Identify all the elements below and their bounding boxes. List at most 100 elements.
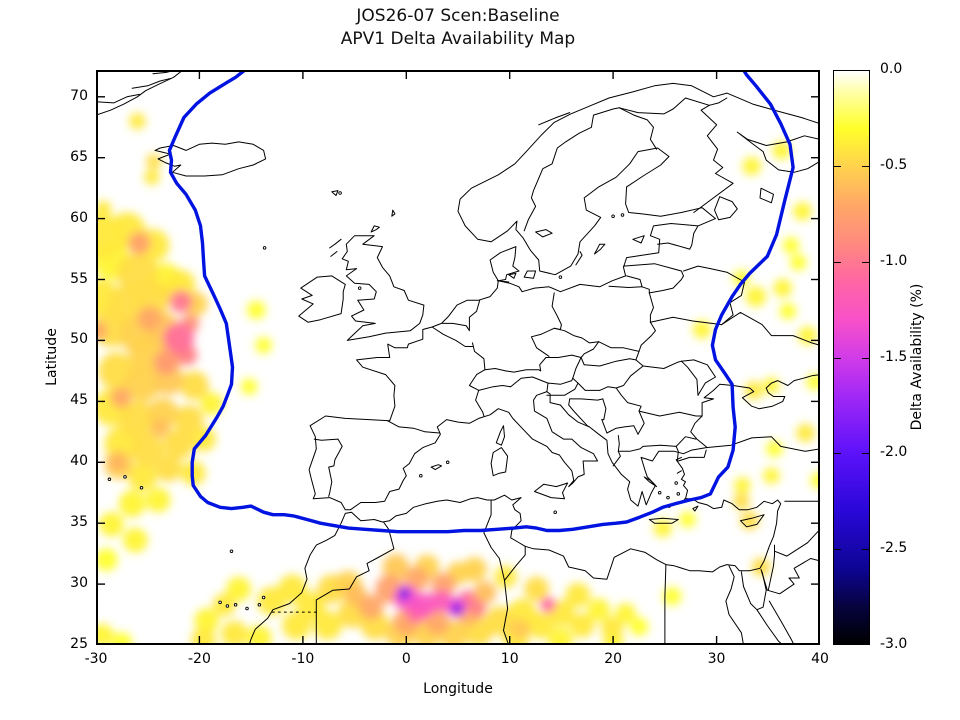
colorbar-tick-label: -3.0 [880,636,908,652]
y-tick-label: 55 [70,270,88,287]
availability-hotspot [200,392,224,416]
availability-hotspot [108,453,127,472]
availability-hotspot [615,603,636,624]
availability-hotspot [733,493,750,510]
basemap-border-de-dk [496,280,510,283]
basemap-lesbos [676,470,682,474]
y-tick-label: 35 [70,514,88,531]
island-speck [229,549,234,553]
colorbar-tick-mark [833,549,841,551]
availability-hotspot [763,377,780,394]
availability-hotspot [509,618,531,640]
basemap-border-tr-sy [784,500,820,503]
basemap-border-at-si [547,377,574,385]
availability-hotspot [565,582,591,608]
availability-hotspot [806,373,820,391]
island-speck [261,595,266,600]
basemap-border-nl-de [468,299,481,330]
availability-hotspot [99,512,124,537]
availability-hotspot [194,608,220,633]
availability-hotspot [766,440,783,458]
island-speck [676,492,681,496]
basemap-border-il-jo [767,544,775,591]
availability-hotspot [278,574,307,604]
availability-hotspot [247,625,272,645]
availability-hotspot [790,254,807,271]
basemap-border-at-cz [545,354,582,358]
map-plot-area [96,70,820,645]
basemap-border-lt-ru [626,275,643,288]
colorbar-tick-mark [862,261,870,263]
basemap-border-ly-eg [664,564,667,645]
colorbar-tick-mark [833,357,841,359]
availability-hotspot [773,278,793,298]
basemap-lofoten [538,112,571,126]
island-speck [553,510,557,514]
y-tick-label: 65 [70,148,88,165]
basemap-border-me-al [601,419,608,434]
availability-hotspot [600,616,624,640]
island-speck [357,286,362,290]
basemap-marmara-south [677,449,707,462]
availability-hotspot [662,587,682,606]
chart-title: JOS26-07 Scen:Baseline APV1 Delta Availa… [96,5,820,51]
basemap-border-pt-es [313,438,343,497]
availability-hotspot [540,597,556,613]
availability-hotspot [110,387,132,409]
basemap-border-md-ua [680,359,716,396]
x-tick-label: 30 [707,651,726,667]
basemap-funen [508,272,517,279]
basemap-border-fr-be [431,326,473,347]
basemap-euboea [643,476,658,488]
basemap-border-mk-gr [617,445,644,452]
basemap-border-al-mk [617,435,620,452]
availability-hotspot [155,455,182,482]
availability-hotspot [131,433,165,467]
basemap-border-hu-hr [572,377,601,391]
availability-hotspot [145,487,171,513]
availability-hotspot [772,141,791,160]
basemap-border-at-it [510,376,549,388]
availability-hotspot [179,371,209,400]
colorbar-tick-label: -1.5 [880,348,908,365]
plot-frame [96,70,820,645]
basemap-border-fi-ru [693,104,734,213]
basemap-gotland [594,243,606,255]
basemap-border-lt-by [648,275,684,294]
availability-hotspot [240,378,258,396]
availability-hotspot [111,632,133,645]
island-speck [558,275,563,279]
availability-hotspot [793,202,812,221]
basemap-border-ba-rs [601,398,607,421]
availability-hotspot [451,603,463,614]
colorbar-tick-mark [862,165,870,167]
basemap-border-fi-no [618,97,710,115]
basemap-border-ua-ru [721,311,820,346]
basemap-border-sy-iq [807,528,820,544]
availability-hotspot [734,477,751,494]
island-speck [338,191,342,195]
basemap-greenland-fjord-2 [131,78,171,89]
island-speck [445,460,450,465]
basemap-border-sk-ua [635,350,640,361]
basemap-white-sea [736,131,820,173]
basemap-border-by-ru [709,268,745,326]
basemap-nile-river [725,565,744,645]
basemap-border-bg-tr [675,436,697,447]
basemap-corsica [495,425,505,446]
colorbar-tick-mark [833,165,841,167]
colorbar-tick-label: -2.0 [880,444,908,461]
availability-hotspot [524,576,549,602]
basemap-border-ba-west [568,398,590,428]
availability-hotspot [247,300,266,320]
availability-hotspot [150,418,170,438]
x-axis-title: Longitude [423,681,493,697]
island-speck [262,246,267,250]
chart-title-line-2: APV1 Delta Availability Map [340,29,576,49]
basemap-border-pl-by [648,292,654,323]
availability-hotspot [692,320,712,339]
availability-hotspot [221,620,248,645]
basemap-border-jo-sa [766,558,820,595]
basemap-border-tn-ly [504,545,526,581]
